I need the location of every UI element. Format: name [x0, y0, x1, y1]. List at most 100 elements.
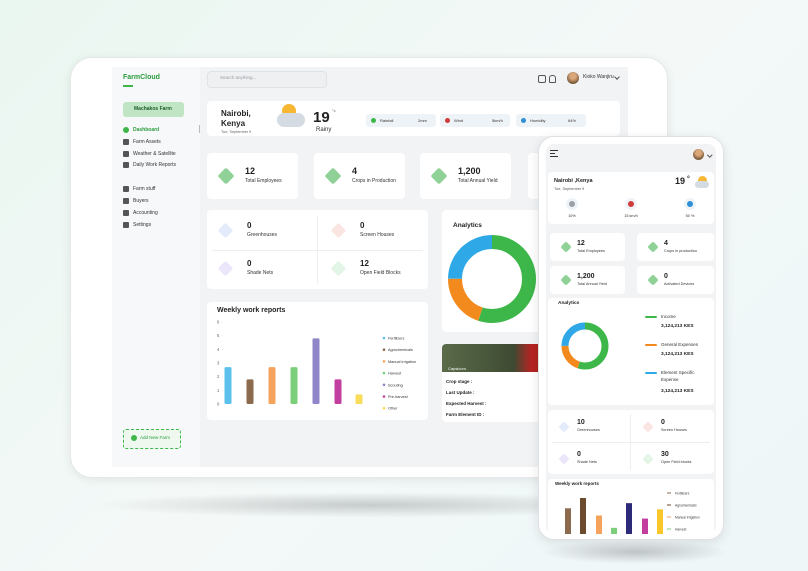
legend-label: Pre-harvest — [388, 395, 409, 399]
stat-label: Activated Devices — [664, 282, 695, 286]
y-tick-label: 0 — [217, 402, 220, 407]
temperature: 19 — [675, 176, 686, 186]
nav-item: Buyers — [133, 198, 149, 204]
bar — [290, 367, 298, 404]
metric-label: Humidity — [530, 118, 546, 123]
cloud-icon — [277, 113, 305, 127]
chart-title: Analytics — [558, 301, 580, 306]
city: Nairobi ,Kenya — [554, 178, 593, 184]
legend-swatch — [382, 371, 386, 375]
block-label: Screen Houses — [661, 428, 687, 432]
legend-amount: 3,124,213 KES — [661, 389, 694, 394]
block-label: Greenhouses — [577, 428, 600, 432]
bar — [580, 498, 586, 534]
y-tick-label: 5 — [217, 333, 220, 338]
sun-icon — [698, 176, 707, 185]
nav-item: Dashboard — [133, 127, 160, 133]
legend-amount: 3,124,213 KES — [661, 352, 694, 357]
search-placeholder: Search anything... — [220, 75, 257, 80]
legend-label: Harvest — [388, 372, 402, 376]
legend-label: Fertilizers — [675, 492, 690, 496]
legend-label: Fertilizers — [388, 337, 405, 341]
metric-value: 15 km/h — [624, 214, 638, 218]
nav-icon — [123, 222, 129, 228]
divider — [552, 442, 710, 443]
donut-segment — [561, 322, 609, 370]
search-box — [207, 71, 327, 88]
chart-area: Fertilizers Agrochemicals Manual Irrigatio… — [561, 322, 700, 534]
metric-pill — [366, 114, 436, 127]
legend-amount: 3,124,213 KES — [661, 324, 694, 329]
stat-value: 4 — [664, 240, 668, 247]
bell-icon — [549, 75, 556, 83]
metric-glyph — [687, 201, 693, 207]
legend-swatch — [382, 406, 386, 410]
stat-label: Total Annual Yield — [577, 282, 607, 286]
metric-icon — [371, 118, 376, 123]
block-label: Greenhouses — [247, 232, 278, 238]
legend-swatch — [645, 372, 657, 374]
bar — [657, 509, 663, 534]
legend-swatch — [382, 383, 386, 387]
donut-segment — [448, 235, 536, 323]
legend-label: Harvest — [675, 528, 686, 532]
stat-value: 12 — [577, 240, 585, 247]
chart: Fertilizers Agrochemicals Manual Irrigatio… — [561, 322, 700, 534]
stat-label: Total Employees — [577, 249, 605, 253]
menu-icon — [550, 153, 555, 155]
city: Nairobi, — [221, 109, 251, 118]
stat-value: 4 — [352, 166, 358, 176]
menu-icon — [550, 150, 558, 152]
block-label: Shade Nets — [577, 460, 597, 464]
donut-segment — [561, 322, 609, 370]
temperature: 19 — [313, 109, 330, 126]
crop-field: Crop stage : — [446, 379, 473, 384]
bar — [246, 379, 254, 404]
crop-field: Expected Harvest : — [446, 401, 487, 406]
plus-icon — [131, 435, 137, 441]
legend-label: General Expenses — [661, 342, 699, 347]
chart-title: Weekly work reports — [555, 481, 599, 486]
y-tick-label: 1 — [217, 388, 220, 393]
phone-screen: Nairobi ,Kenya Tue, September 9 19 ° 10% 15 k… — [546, 144, 716, 534]
stat-value: 0 — [664, 273, 668, 280]
condition: Rainy — [316, 127, 332, 133]
y-tick-label: 3 — [217, 361, 220, 366]
nav-item: Settings — [133, 222, 152, 228]
stat-value: 12 — [245, 166, 256, 176]
bar — [224, 367, 232, 404]
bar — [626, 503, 632, 534]
bar — [611, 527, 617, 534]
nav-item: Farm Assets — [133, 139, 161, 145]
bar — [268, 367, 276, 404]
nav-icon — [123, 127, 129, 133]
metric-icon — [445, 118, 450, 123]
nav-item: Weather & Satellite — [133, 151, 176, 157]
metric-pill — [516, 114, 586, 127]
country: Kenya — [221, 119, 246, 128]
nav-icon — [123, 210, 129, 216]
metric-value: 64% — [568, 118, 577, 123]
bar — [355, 394, 363, 404]
menu-icon — [550, 156, 558, 158]
stat-label: Total Employees — [245, 178, 282, 184]
logo-underline — [123, 85, 133, 87]
date: Tue, September 9 — [221, 130, 252, 134]
nav-icon — [123, 162, 129, 168]
y-tick-label: 2 — [217, 374, 220, 379]
nav-item: Farm stuff — [133, 186, 156, 192]
block-value: 0 — [247, 259, 252, 268]
bar — [642, 518, 648, 534]
metric-label: Wind — [454, 118, 464, 123]
legend-label: Agrochemicals — [388, 348, 413, 352]
notification-icon — [538, 75, 546, 83]
block-value: 0 — [661, 419, 665, 426]
legend-label: Other — [388, 407, 398, 411]
y-tick-label: 4 — [217, 347, 220, 352]
legend-swatch — [645, 316, 657, 318]
metric-value: 5km/h — [492, 118, 503, 123]
analytics-card — [548, 298, 714, 405]
y-tick-label: 6 — [217, 320, 220, 325]
legend-swatch — [382, 395, 386, 398]
bar — [596, 515, 602, 534]
